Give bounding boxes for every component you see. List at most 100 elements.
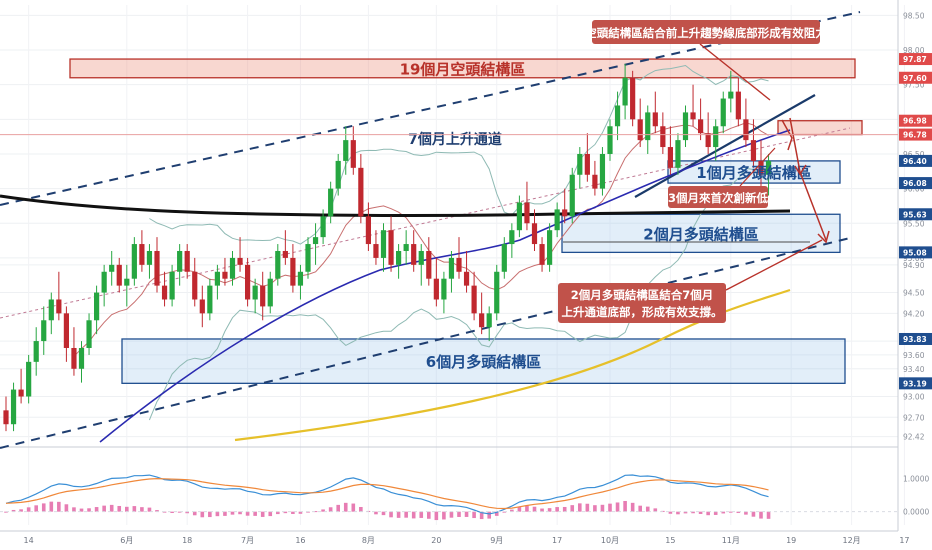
candle-body[interactable] bbox=[290, 257, 296, 286]
candle-body[interactable] bbox=[260, 285, 266, 307]
candle-body[interactable] bbox=[335, 160, 341, 189]
candle-body[interactable] bbox=[645, 112, 651, 141]
candle-body[interactable] bbox=[237, 257, 243, 265]
candle-body[interactable] bbox=[637, 119, 643, 141]
candle-body[interactable] bbox=[607, 126, 613, 154]
candle-body[interactable] bbox=[713, 126, 719, 148]
candle-body[interactable] bbox=[675, 140, 681, 168]
candle-body[interactable] bbox=[743, 119, 749, 141]
candle-body[interactable] bbox=[630, 77, 636, 120]
candle-body[interactable] bbox=[433, 278, 439, 300]
candle-body[interactable] bbox=[207, 285, 213, 314]
candle-body[interactable] bbox=[682, 112, 689, 141]
candle-body[interactable] bbox=[750, 140, 757, 161]
candle-body[interactable] bbox=[690, 112, 696, 120]
candle-body[interactable] bbox=[728, 91, 734, 99]
candle-body[interactable] bbox=[3, 410, 9, 425]
candle-body[interactable] bbox=[554, 209, 560, 231]
candle-body[interactable] bbox=[614, 105, 621, 127]
candle-body[interactable] bbox=[146, 250, 153, 265]
candle-body[interactable] bbox=[660, 126, 666, 148]
candle-body[interactable] bbox=[403, 244, 409, 251]
candle-body[interactable] bbox=[245, 264, 251, 300]
candle-body[interactable] bbox=[516, 202, 522, 231]
candle-body[interactable] bbox=[720, 98, 726, 127]
candle-body[interactable] bbox=[479, 313, 485, 328]
candle-body[interactable] bbox=[252, 285, 258, 300]
candle-body[interactable] bbox=[222, 271, 228, 279]
candle-body[interactable] bbox=[373, 244, 379, 258]
candle-body[interactable] bbox=[652, 112, 658, 127]
candle-body[interactable] bbox=[101, 271, 107, 293]
candle-body[interactable] bbox=[735, 91, 741, 120]
candle-body[interactable] bbox=[131, 244, 137, 279]
candle-body[interactable] bbox=[282, 250, 288, 258]
candle-body[interactable] bbox=[705, 133, 711, 148]
candle-body[interactable] bbox=[214, 271, 220, 286]
candle-body[interactable] bbox=[26, 361, 32, 397]
candle-body[interactable] bbox=[380, 230, 387, 258]
candle-body[interactable] bbox=[161, 285, 168, 300]
candle-body[interactable] bbox=[592, 174, 598, 189]
candle-body[interactable] bbox=[562, 209, 568, 217]
candle-body[interactable] bbox=[501, 244, 507, 272]
candle-body[interactable] bbox=[463, 271, 470, 286]
candle-body[interactable] bbox=[10, 389, 17, 425]
candle-body[interactable] bbox=[267, 278, 273, 307]
candle-body[interactable] bbox=[441, 278, 447, 300]
candle-body[interactable] bbox=[569, 174, 575, 217]
candle-body[interactable] bbox=[78, 347, 85, 369]
candle-body[interactable] bbox=[56, 299, 62, 314]
candle-body[interactable] bbox=[471, 285, 477, 314]
candle-body[interactable] bbox=[426, 250, 432, 279]
candle-body[interactable] bbox=[539, 244, 545, 265]
candle-body[interactable] bbox=[509, 230, 515, 245]
candle-body[interactable] bbox=[109, 264, 115, 272]
candlesticks[interactable] bbox=[3, 63, 772, 432]
candle-body[interactable] bbox=[275, 250, 281, 279]
candle-body[interactable] bbox=[486, 313, 492, 328]
candle-body[interactable] bbox=[524, 202, 530, 224]
candle-body[interactable] bbox=[33, 341, 39, 362]
candle-body[interactable] bbox=[94, 292, 100, 321]
candle-body[interactable] bbox=[531, 223, 538, 245]
candle-body[interactable] bbox=[177, 250, 183, 272]
candle-body[interactable] bbox=[343, 140, 349, 161]
candle-body[interactable] bbox=[765, 160, 772, 175]
candle-body[interactable] bbox=[63, 313, 69, 348]
candle-body[interactable] bbox=[411, 244, 417, 265]
candle-body[interactable] bbox=[18, 389, 24, 397]
candle-body[interactable] bbox=[584, 153, 590, 175]
candle-body[interactable] bbox=[494, 271, 500, 314]
candle-body[interactable] bbox=[547, 230, 553, 265]
candle-body[interactable] bbox=[358, 167, 364, 217]
candle-body[interactable] bbox=[116, 264, 122, 286]
candle-body[interactable] bbox=[698, 119, 704, 134]
candle-body[interactable] bbox=[448, 257, 455, 279]
candle-body[interactable] bbox=[154, 250, 160, 286]
candle-body[interactable] bbox=[667, 147, 673, 168]
candle-body[interactable] bbox=[577, 153, 583, 175]
candle-body[interactable] bbox=[388, 230, 394, 265]
candle-body[interactable] bbox=[48, 299, 54, 321]
candle-body[interactable] bbox=[350, 140, 356, 168]
candle-body[interactable] bbox=[199, 299, 205, 314]
candle-body[interactable] bbox=[758, 160, 764, 175]
candle-body[interactable] bbox=[139, 244, 145, 265]
candle-body[interactable] bbox=[599, 153, 606, 189]
candle-body[interactable] bbox=[305, 244, 311, 272]
candle-body[interactable] bbox=[622, 77, 628, 106]
candle-body[interactable] bbox=[320, 216, 326, 238]
candle-body[interactable] bbox=[312, 237, 319, 245]
candle-body[interactable] bbox=[365, 216, 371, 245]
candle-body[interactable] bbox=[396, 250, 402, 265]
candle-body[interactable] bbox=[124, 278, 130, 286]
candle-body[interactable] bbox=[184, 250, 190, 272]
candle-body[interactable] bbox=[86, 320, 92, 348]
candle-body[interactable] bbox=[418, 250, 424, 265]
candle-body[interactable] bbox=[192, 271, 198, 300]
candle-body[interactable] bbox=[169, 271, 175, 300]
candle-body[interactable] bbox=[71, 347, 77, 369]
candle-body[interactable] bbox=[456, 257, 462, 272]
